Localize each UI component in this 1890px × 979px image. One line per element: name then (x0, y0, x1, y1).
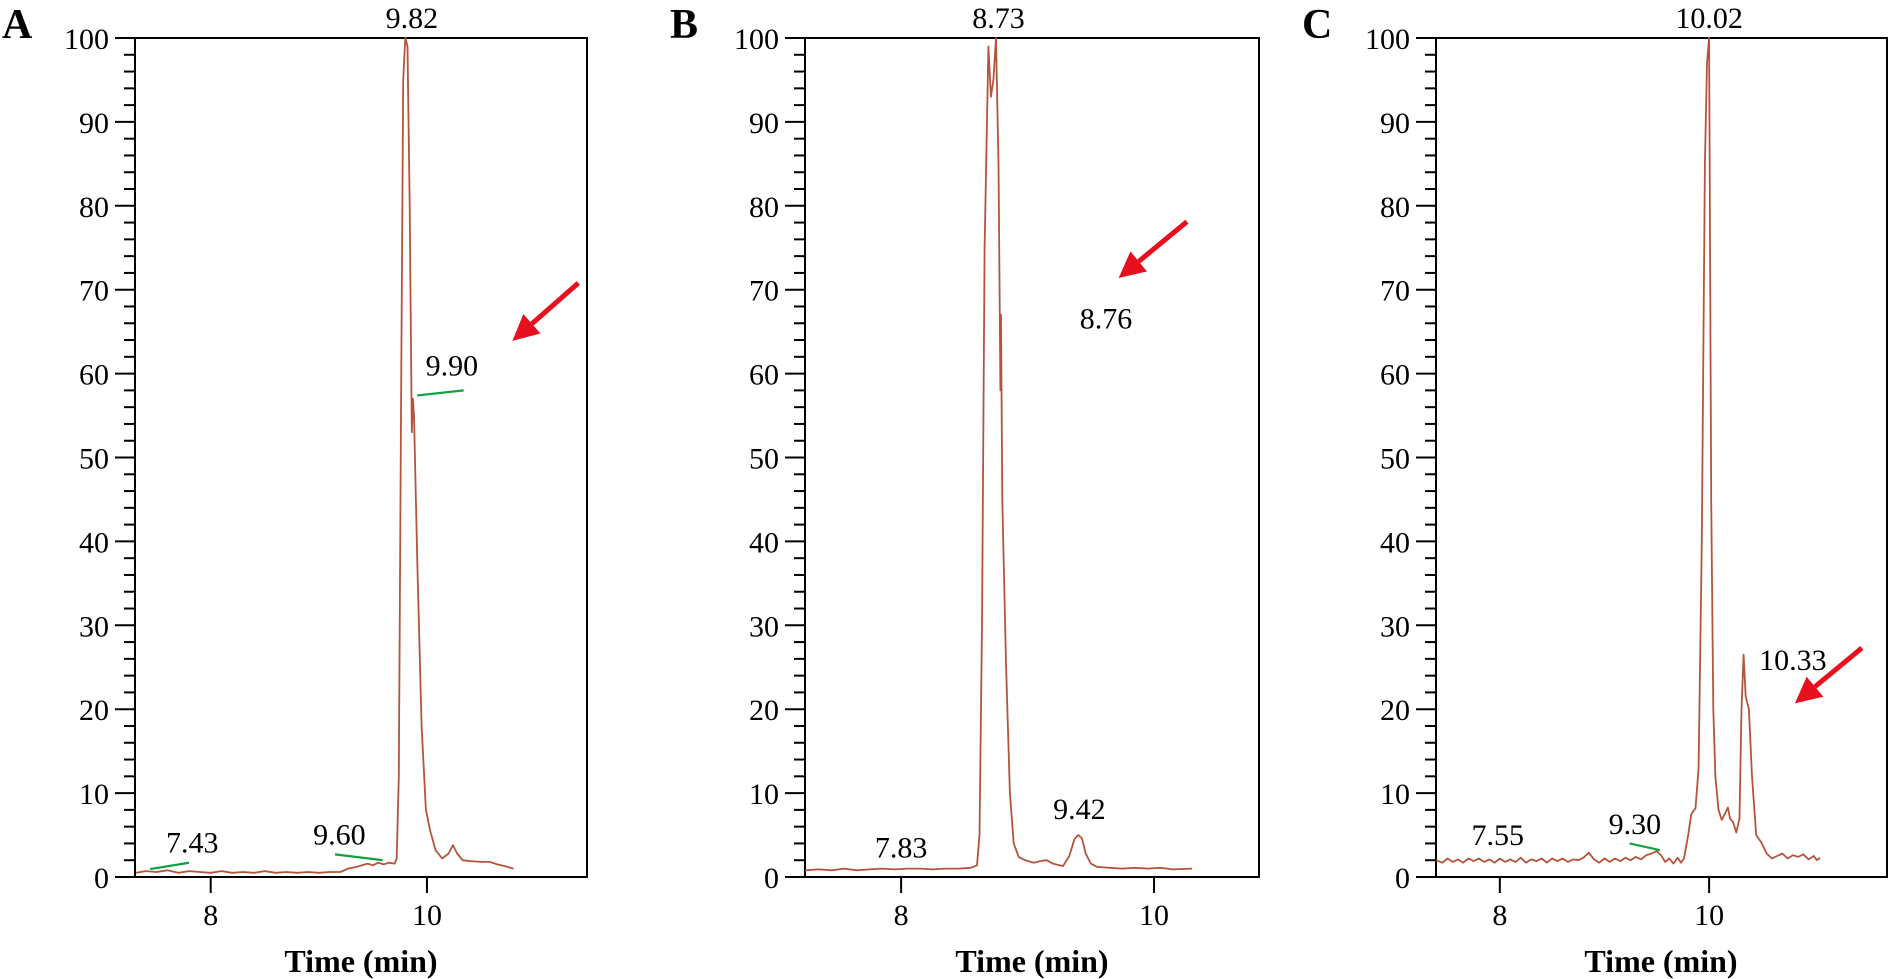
y-tick-label: 30 (749, 610, 779, 643)
y-tick-label: 100 (734, 23, 779, 56)
y-tick-label: 100 (1365, 23, 1410, 56)
red-arrow-icon (512, 281, 580, 341)
peak-label: 10.02 (1675, 2, 1743, 35)
red-arrow-icon (1118, 219, 1189, 278)
peak-label: 7.55 (1471, 819, 1524, 852)
x-tick-label: 10 (1694, 899, 1724, 932)
chromatogram-trace (135, 37, 514, 874)
panel-letter-a: A (2, 2, 33, 48)
x-tick-label: 8 (1492, 899, 1507, 932)
y-tick-label: 40 (1380, 526, 1410, 559)
y-tick-label: 70 (749, 275, 779, 308)
plot-frame (1435, 37, 1888, 878)
y-tick-label: 20 (749, 694, 779, 727)
x-tick-label: 8 (894, 899, 909, 932)
y-tick-label: 0 (1395, 862, 1410, 895)
y-tick-label: 30 (1380, 610, 1410, 643)
peak-label: 10.33 (1759, 644, 1827, 677)
panel-c: C Time (min) 0 10 20 30 40 50 60 70 80 90 100 8 10 10… (1302, 2, 1888, 979)
panel-b: B Time (min) 0 10 20 30 40 50 60 70 80 90 100 8 10 8.… (670, 2, 1260, 979)
arrow-head (512, 313, 541, 341)
peak-label: 9.90 (426, 349, 479, 382)
x-tick-label: 10 (1139, 899, 1169, 932)
peak-label: 8.76 (1080, 302, 1133, 335)
y-tick-label: 80 (1380, 191, 1410, 224)
plot-frame (804, 37, 1260, 878)
panel-letter-b: B (670, 2, 698, 48)
y-tick-label: 50 (79, 443, 109, 476)
peak-label: 7.43 (166, 827, 219, 860)
y-tick-label: 20 (1380, 694, 1410, 727)
y-tick-label: 90 (1380, 107, 1410, 140)
x-tick-label: 8 (203, 899, 218, 932)
y-tick-label: 90 (79, 107, 109, 140)
x-tick-label: 10 (412, 899, 442, 932)
y-tick-label: 40 (79, 526, 109, 559)
peak-label: 7.83 (875, 832, 928, 865)
peak-label: 8.73 (972, 2, 1025, 35)
y-tick-label: 20 (79, 694, 109, 727)
y-tick-label: 80 (79, 191, 109, 224)
arrow-shaft (1137, 219, 1189, 264)
y-tick-label: 10 (1380, 778, 1410, 811)
y-tick-label: 70 (79, 275, 109, 308)
y-tick-label: 0 (94, 862, 109, 895)
y-tick-label: 60 (1380, 359, 1410, 392)
y-tick-label: 40 (749, 526, 779, 559)
plot-frame (134, 37, 588, 878)
y-tick-label: 60 (79, 359, 109, 392)
chromatogram-trace (1435, 37, 1821, 865)
x-axis-title-a: Time (min) (284, 943, 437, 979)
arrow-shaft (530, 281, 580, 326)
peak-marker-line (417, 389, 464, 397)
peak-label: 9.60 (313, 818, 366, 851)
y-tick-label: 10 (79, 778, 109, 811)
x-axis-title-b: Time (min) (955, 943, 1108, 979)
peak-label: 9.42 (1053, 793, 1106, 826)
chromatogram-trace (804, 37, 1193, 872)
y-tick-label: 0 (764, 862, 779, 895)
y-tick-label: 60 (749, 359, 779, 392)
x-axis-title-c: Time (min) (1584, 943, 1737, 979)
arrow-shaft (1813, 646, 1864, 689)
red-arrow-icon (1794, 646, 1864, 704)
arrow-head (1118, 251, 1147, 278)
y-tick-label: 70 (1380, 275, 1410, 308)
peak-marker-line (334, 853, 383, 862)
y-tick-label: 80 (749, 191, 779, 224)
arrow-head (1794, 676, 1824, 704)
peak-label: 9.30 (1609, 808, 1662, 841)
panel-letter-c: C (1302, 2, 1332, 48)
y-tick-label: 30 (79, 610, 109, 643)
peak-marker-line (1629, 842, 1661, 852)
y-tick-label: 90 (749, 107, 779, 140)
y-tick-label: 50 (1380, 443, 1410, 476)
y-tick-label: 50 (749, 443, 779, 476)
y-tick-label: 100 (64, 23, 109, 56)
peak-label: 9.82 (386, 2, 439, 35)
peak-marker-line (149, 861, 190, 871)
y-tick-label: 10 (749, 778, 779, 811)
panel-a: A Time (min) 0 10 20 30 40 50 60 70 80 90 100 8 10 9.… (2, 2, 588, 979)
